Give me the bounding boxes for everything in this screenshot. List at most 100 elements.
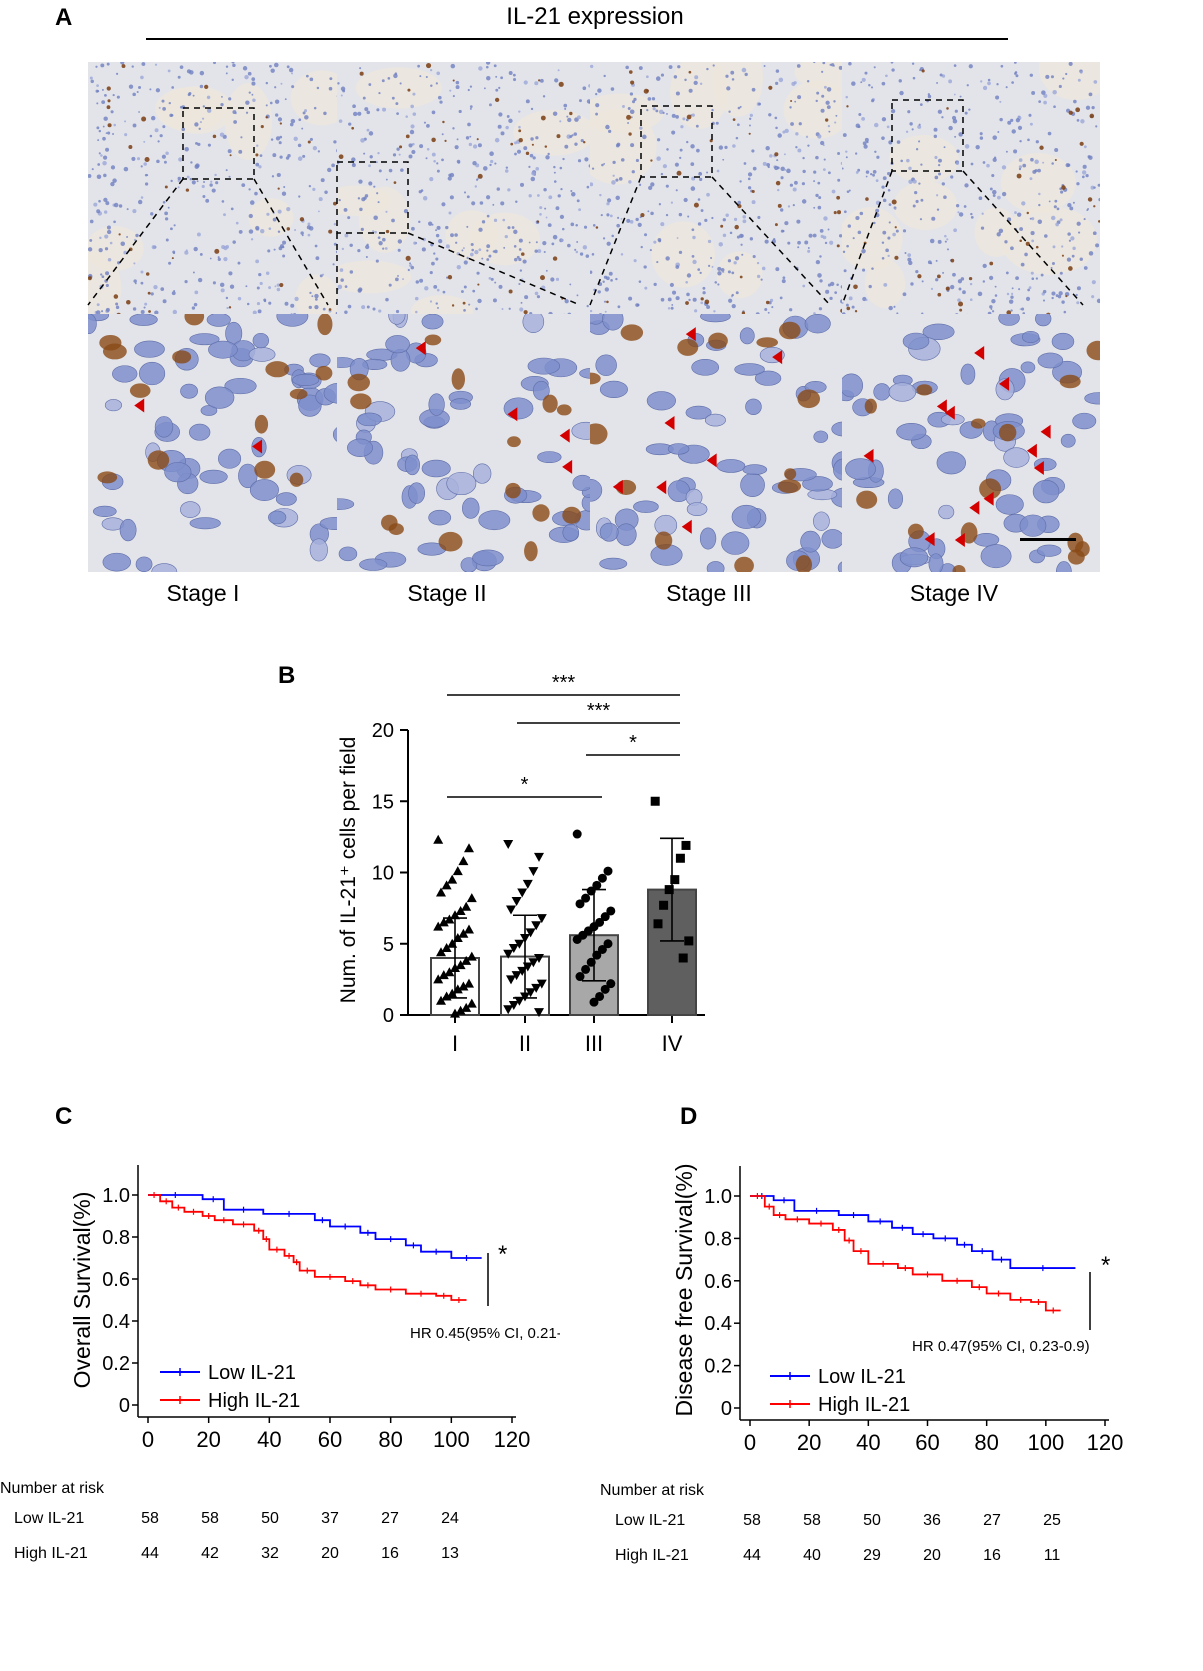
chart-c-annotation: HR 0.45(95% CI, 0.21-0.84)	[410, 1325, 560, 1342]
chart-b-point-III	[606, 906, 616, 916]
micrograph-overview-stage-1	[88, 62, 346, 320]
chart-b-point-II	[536, 914, 547, 924]
risk-table-d-cell: 11	[1043, 1547, 1061, 1564]
chart-b-point-II	[531, 983, 542, 993]
chart-b-point-IV	[681, 840, 691, 850]
panel-c-letter: C	[55, 1103, 73, 1130]
chart-b-point-II	[517, 888, 528, 898]
chart-b-point-I	[466, 998, 477, 1008]
chart-c-ytick-label: 0	[119, 1395, 130, 1417]
chart-b-point-IV	[675, 853, 685, 863]
panel-d-letter: D	[680, 1103, 698, 1130]
chart-c-xtick-label: 20	[196, 1427, 220, 1452]
chart-c-ytick-label: 0.4	[102, 1311, 130, 1333]
chart-d-xtick-label: 40	[856, 1430, 880, 1455]
chart-c-xtick-label: 100	[433, 1427, 470, 1452]
chart-b-point-I	[455, 1005, 466, 1015]
chart-b-point-I	[433, 834, 444, 844]
chart-b-point-I	[441, 943, 452, 953]
chart-b-point-III	[600, 984, 610, 994]
chart-b-sig-label: *	[629, 732, 637, 754]
stage-label-iii: Stage III	[666, 580, 752, 606]
risk-table-d-cell: 25	[1043, 1512, 1061, 1529]
chart-d-legend-label: High IL-21	[818, 1394, 910, 1416]
scale-bar	[1020, 538, 1076, 541]
chart-b-point-I	[458, 981, 469, 991]
panel-b-letter: B	[278, 662, 296, 689]
chart-d-xtick-label: 60	[915, 1430, 939, 1455]
chart-b-point-III	[603, 939, 613, 949]
chart-c-xtick-label: 120	[494, 1427, 531, 1452]
chart-b-ytick-label: 20	[372, 720, 394, 742]
chart-b-sig-label: ***	[552, 672, 576, 694]
risk-table-c-cell: 24	[441, 1510, 459, 1527]
risk-table-d-cell: 50	[863, 1512, 881, 1529]
chart-b-point-I	[464, 843, 474, 853]
chart-b-point-III	[581, 893, 591, 903]
chart-d-xtick-label: 0	[744, 1430, 756, 1455]
chart-c-curve-high	[148, 1194, 467, 1301]
chart-c-legend-label: Low IL-21	[208, 1362, 296, 1384]
chart-b-point-I	[441, 880, 452, 890]
chart-c-ytick-label: 1.0	[102, 1185, 130, 1207]
chart-d-xtick-label: 80	[974, 1430, 998, 1455]
chart-b-point-III	[595, 991, 605, 1001]
risk-table-c-cell: 13	[441, 1545, 459, 1562]
chart-b-point-IV	[670, 875, 680, 885]
risk-table-d-cell: 20	[923, 1547, 941, 1564]
stage-label-i: Stage I	[166, 580, 240, 606]
chart-b-point-I	[450, 910, 460, 920]
chart-b-point-II	[503, 840, 514, 849]
chart-b-point-IV	[653, 919, 663, 929]
chart-b-point-III	[581, 964, 591, 974]
chart-b-xtick-label: IV	[662, 1031, 683, 1056]
stage-label-ii: Stage II	[407, 580, 487, 606]
chart-d-xtick-label: 120	[1087, 1430, 1124, 1455]
chart-b-point-II	[511, 971, 522, 981]
chart-b-point-II	[506, 905, 516, 915]
chart-b-point-III	[597, 873, 607, 883]
chart-b-point-III	[575, 972, 585, 982]
chart-b-ytick-label: 15	[372, 791, 394, 813]
risk-table-c-cell: 58	[201, 1510, 219, 1527]
chart-b-point-I	[438, 970, 449, 980]
chart-b-ylabel: Num. of IL-21⁺ cells per field	[337, 737, 360, 1004]
risk-table-title-d: Number at risk	[600, 1482, 705, 1499]
chart-d-ytick-label: 0.6	[704, 1271, 732, 1293]
chart-d-curve-low	[750, 1195, 1076, 1269]
chart-d-ytick-label: 0.2	[704, 1356, 732, 1378]
chart-b-point-II	[508, 944, 519, 954]
chart-c-curve-low	[148, 1194, 482, 1259]
risk-table-d-row-label: High IL-21	[615, 1547, 689, 1564]
stage-label-iv: Stage IV	[909, 580, 999, 606]
risk-table-d-cell: 27	[983, 1512, 1001, 1529]
chart-d-ytick-label: 1.0	[704, 1186, 732, 1208]
chart-b-point-I	[433, 974, 444, 984]
risk-table-c-row-label: Low IL-21	[14, 1510, 85, 1527]
bar-chart-il21-by-stage: Num. of IL-21⁺ cells per field 0 5 10 15 20 I…	[337, 672, 705, 1056]
chart-b-point-II	[503, 949, 514, 959]
risk-table-c-row-label: High IL-21	[14, 1545, 88, 1562]
chart-c-ytick-label: 0.6	[102, 1269, 130, 1291]
chart-b-point-I	[452, 866, 463, 876]
chart-b-point-III	[600, 912, 610, 922]
chart-d-ytick-label: 0.4	[704, 1313, 732, 1335]
chart-b-point-III	[575, 899, 585, 909]
chart-b-ytick-label: 10	[372, 863, 394, 885]
chart-b-point-IV	[664, 885, 674, 895]
chart-b-point-II	[506, 975, 516, 985]
chart-c-xtick-label: 0	[142, 1427, 154, 1452]
chart-d-ytick-label: 0	[721, 1398, 732, 1420]
chart-b-point-IV	[659, 900, 669, 910]
chart-b-point-I	[436, 995, 446, 1005]
chart-c-ylabel: Overall Survival(%)	[69, 1192, 95, 1389]
chart-d-xtick-label: 20	[797, 1430, 821, 1455]
chart-b-point-II	[528, 867, 539, 877]
micrograph-zoom-stage-4	[842, 314, 1100, 572]
chart-b-ytick-label: 0	[383, 1005, 394, 1027]
micrograph-zoom-stage-1	[88, 314, 346, 572]
risk-table-c-cell: 20	[321, 1545, 339, 1562]
chart-b-sig-label: *	[521, 774, 529, 796]
chart-b-point-III	[572, 934, 582, 944]
chart-b-point-II	[534, 852, 544, 862]
